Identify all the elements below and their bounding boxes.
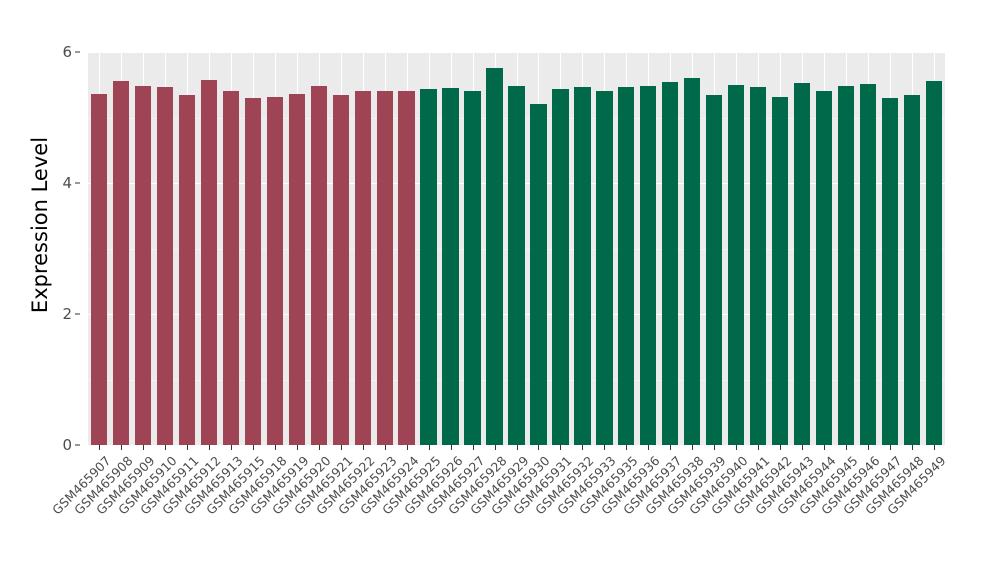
x-axis-tick-mark bbox=[670, 445, 671, 450]
x-axis-tick-mark bbox=[736, 445, 737, 450]
bar[interactable] bbox=[794, 83, 811, 445]
y-axis-tick-label: 0 bbox=[62, 436, 72, 454]
x-axis-tick-mark bbox=[143, 445, 144, 450]
x-axis-tick-mark bbox=[165, 445, 166, 450]
bar[interactable] bbox=[574, 87, 591, 445]
bar[interactable] bbox=[596, 91, 613, 445]
x-axis-tick-mark bbox=[912, 445, 913, 450]
bar[interactable] bbox=[156, 86, 174, 445]
x-axis-tick-mark bbox=[626, 445, 627, 450]
bar[interactable] bbox=[464, 90, 481, 445]
bar[interactable] bbox=[728, 84, 745, 445]
x-axis-tick-mark bbox=[802, 445, 803, 450]
x-axis-tick-mark bbox=[451, 445, 452, 450]
x-axis-tick-mark bbox=[714, 445, 715, 450]
bar[interactable] bbox=[903, 95, 921, 445]
x-axis-tick-mark bbox=[275, 445, 276, 450]
bar[interactable] bbox=[706, 94, 723, 445]
x-axis-tick-mark bbox=[517, 445, 518, 450]
bar[interactable] bbox=[244, 97, 261, 445]
x-axis-tick-mark bbox=[297, 445, 298, 450]
bar[interactable] bbox=[200, 79, 217, 445]
plot-panel bbox=[88, 52, 945, 445]
x-axis-tick-mark bbox=[407, 445, 408, 450]
x-axis-tick-mark bbox=[121, 445, 122, 450]
x-axis-tick-mark bbox=[758, 445, 759, 450]
x-axis-tick-mark bbox=[560, 445, 561, 450]
x-axis-tick-mark bbox=[363, 445, 364, 450]
gridline-horizontal bbox=[88, 52, 945, 53]
bar[interactable] bbox=[530, 104, 547, 445]
x-axis-tick-mark bbox=[890, 445, 891, 450]
x-axis-tick-mark bbox=[429, 445, 430, 450]
x-axis-tick-mark bbox=[341, 445, 342, 450]
bar[interactable] bbox=[134, 86, 152, 445]
bar[interactable] bbox=[354, 90, 371, 445]
bar[interactable] bbox=[288, 93, 305, 445]
bar[interactable] bbox=[552, 89, 569, 445]
x-axis: GSM465907 GSM465908 GSM465909 GSM465910 GSM4… bbox=[49, 445, 949, 580]
bar[interactable] bbox=[266, 96, 283, 445]
bar[interactable] bbox=[178, 94, 195, 445]
y-axis-tick-label: 4 bbox=[62, 174, 72, 192]
bar[interactable] bbox=[222, 90, 239, 445]
x-axis-tick-mark bbox=[824, 445, 825, 450]
bar[interactable] bbox=[618, 86, 635, 445]
bars-layer bbox=[88, 52, 945, 445]
bar[interactable] bbox=[662, 82, 679, 445]
x-axis-tick-mark bbox=[582, 445, 583, 450]
x-axis-tick-mark bbox=[253, 445, 254, 450]
bar[interactable] bbox=[398, 91, 415, 445]
y-axis-tick-mark bbox=[75, 182, 80, 184]
y-axis-tick-mark bbox=[75, 51, 80, 53]
x-axis-tick-mark bbox=[473, 445, 474, 450]
bar[interactable] bbox=[859, 84, 877, 445]
x-axis-tick-mark bbox=[538, 445, 539, 450]
x-axis-tick-mark bbox=[495, 445, 496, 450]
bar[interactable] bbox=[837, 86, 855, 445]
x-axis-tick-mark bbox=[187, 445, 188, 450]
x-axis-tick-mark bbox=[648, 445, 649, 450]
x-axis-tick-mark bbox=[385, 445, 386, 450]
x-axis-tick-mark bbox=[99, 445, 100, 450]
x-axis-tick-mark bbox=[846, 445, 847, 450]
x-axis-tick-mark bbox=[780, 445, 781, 450]
x-axis-tick-mark bbox=[319, 445, 320, 450]
bar[interactable] bbox=[750, 86, 767, 445]
bar[interactable] bbox=[925, 81, 943, 445]
bar[interactable] bbox=[90, 93, 108, 445]
x-axis-tick-mark bbox=[934, 445, 935, 450]
x-axis-tick-mark bbox=[868, 445, 869, 450]
bar[interactable] bbox=[881, 97, 899, 445]
x-axis-tick-mark bbox=[209, 445, 210, 450]
bar[interactable] bbox=[310, 86, 327, 445]
x-axis-tick-mark bbox=[692, 445, 693, 450]
bar[interactable] bbox=[376, 91, 393, 445]
x-axis-tick-mark bbox=[604, 445, 605, 450]
bar[interactable] bbox=[420, 89, 437, 445]
y-axis-tick-labels: 0 2 4 6 bbox=[40, 43, 80, 454]
y-axis-tick-label: 6 bbox=[62, 43, 72, 61]
bar[interactable] bbox=[640, 86, 657, 445]
bar[interactable] bbox=[442, 88, 459, 445]
bar[interactable] bbox=[332, 95, 349, 445]
y-axis-tick-mark bbox=[75, 313, 80, 315]
y-axis-tick-label: 2 bbox=[62, 305, 72, 323]
bar[interactable] bbox=[772, 97, 789, 445]
bar[interactable] bbox=[816, 90, 833, 445]
x-axis-tick-mark bbox=[231, 445, 232, 450]
bar[interactable] bbox=[684, 77, 701, 445]
y-axis-tick-mark bbox=[75, 444, 80, 446]
bar[interactable] bbox=[486, 67, 503, 445]
bar[interactable] bbox=[508, 86, 525, 445]
bar[interactable] bbox=[112, 81, 130, 445]
